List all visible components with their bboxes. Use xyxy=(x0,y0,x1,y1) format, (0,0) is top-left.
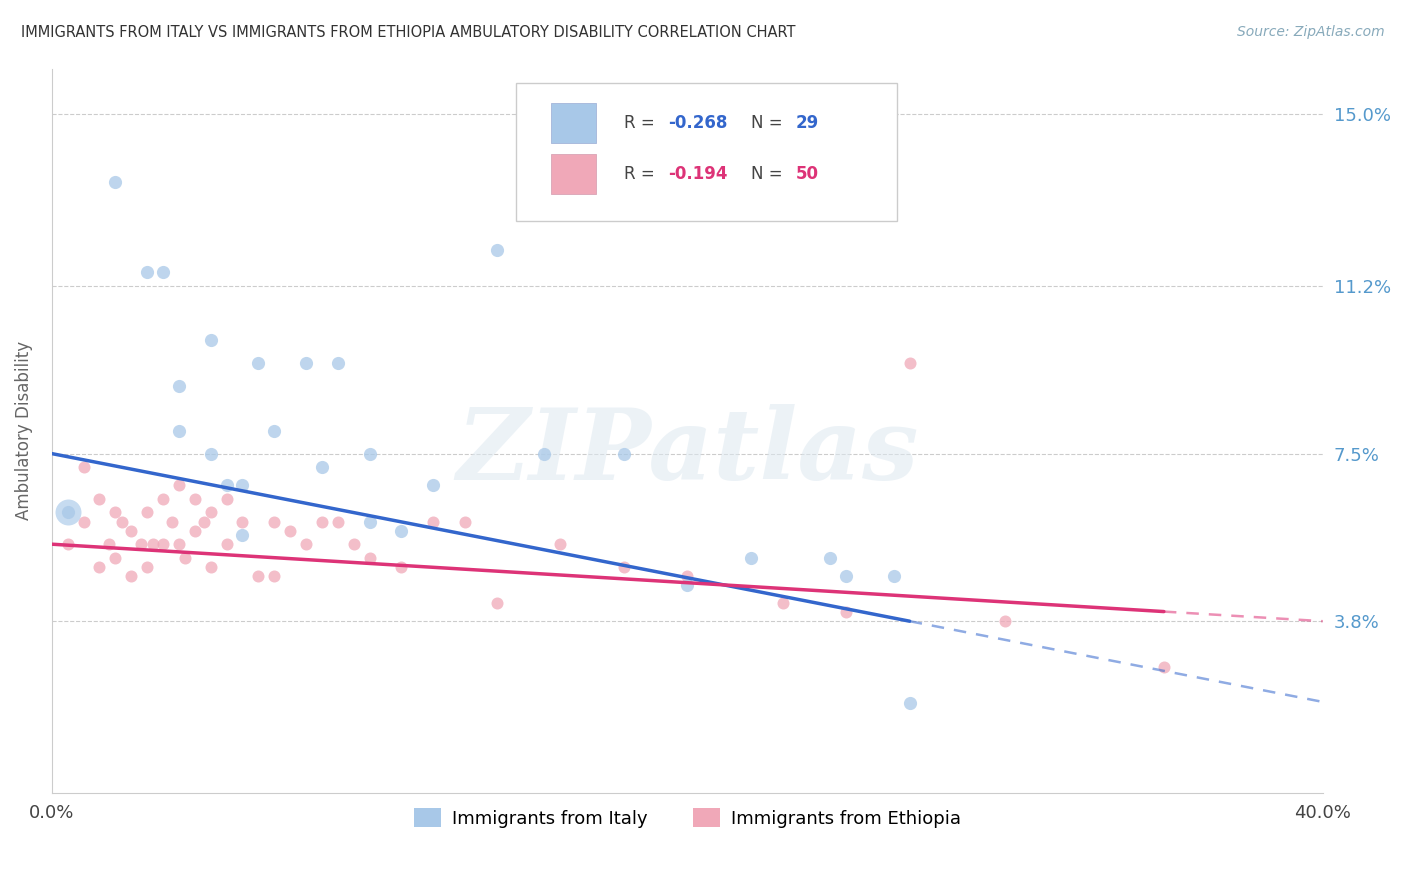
Point xyxy=(278,524,301,538)
Text: 50: 50 xyxy=(796,165,818,183)
Point xyxy=(231,478,253,492)
Point xyxy=(200,334,222,348)
Bar xyxy=(551,153,596,194)
FancyBboxPatch shape xyxy=(516,83,897,220)
Point xyxy=(167,478,190,492)
Point xyxy=(152,537,174,551)
Text: -0.268: -0.268 xyxy=(668,114,727,132)
Point xyxy=(485,243,508,257)
Point xyxy=(359,447,381,461)
Text: N =: N = xyxy=(751,114,787,132)
Point xyxy=(200,506,222,520)
Point xyxy=(136,265,159,279)
Text: -0.194: -0.194 xyxy=(668,165,728,183)
Point xyxy=(613,559,636,574)
Text: IMMIGRANTS FROM ITALY VS IMMIGRANTS FROM ETHIOPIA AMBULATORY DISABILITY CORRELAT: IMMIGRANTS FROM ITALY VS IMMIGRANTS FROM… xyxy=(21,25,796,40)
Point xyxy=(111,515,134,529)
Point xyxy=(56,506,79,520)
Point xyxy=(104,175,127,189)
Point xyxy=(104,550,127,565)
Point xyxy=(295,356,318,370)
Point xyxy=(184,524,207,538)
Point xyxy=(152,265,174,279)
Point xyxy=(167,378,190,392)
Point xyxy=(184,491,207,506)
Point xyxy=(104,506,127,520)
Point xyxy=(1153,659,1175,673)
Point xyxy=(613,447,636,461)
Point xyxy=(136,559,159,574)
Point xyxy=(898,696,921,710)
Point xyxy=(835,605,858,619)
Point xyxy=(389,524,412,538)
Point xyxy=(263,424,285,438)
Bar xyxy=(551,103,596,143)
Point xyxy=(359,550,381,565)
Point xyxy=(898,356,921,370)
Text: R =: R = xyxy=(624,165,659,183)
Point xyxy=(343,537,366,551)
Text: R =: R = xyxy=(624,114,659,132)
Point xyxy=(295,537,318,551)
Point xyxy=(389,559,412,574)
Point xyxy=(215,537,238,551)
Point xyxy=(167,537,190,551)
Point xyxy=(359,515,381,529)
Point xyxy=(72,515,94,529)
Text: 29: 29 xyxy=(796,114,818,132)
Point xyxy=(485,596,508,610)
Point xyxy=(422,515,444,529)
Point xyxy=(72,460,94,475)
Point xyxy=(120,524,142,538)
Point xyxy=(247,356,270,370)
Point xyxy=(193,515,215,529)
Text: Source: ZipAtlas.com: Source: ZipAtlas.com xyxy=(1237,25,1385,39)
Point xyxy=(136,506,159,520)
Point xyxy=(311,515,333,529)
Point xyxy=(740,550,762,565)
Point xyxy=(263,569,285,583)
Point xyxy=(200,447,222,461)
Point xyxy=(231,515,253,529)
Point xyxy=(454,515,477,529)
Point xyxy=(215,478,238,492)
Point xyxy=(533,447,555,461)
Point xyxy=(326,515,349,529)
Point xyxy=(883,569,905,583)
Text: N =: N = xyxy=(751,165,787,183)
Point xyxy=(89,491,111,506)
Point xyxy=(142,537,165,551)
Point xyxy=(772,596,794,610)
Point xyxy=(174,550,197,565)
Point xyxy=(820,550,842,565)
Point xyxy=(835,569,858,583)
Point xyxy=(200,559,222,574)
Point xyxy=(97,537,120,551)
Point xyxy=(231,528,253,542)
Point xyxy=(326,356,349,370)
Point xyxy=(422,478,444,492)
Point xyxy=(247,569,270,583)
Point xyxy=(120,569,142,583)
Point xyxy=(215,491,238,506)
Point xyxy=(129,537,152,551)
Point xyxy=(89,559,111,574)
Point xyxy=(548,537,571,551)
Legend: Immigrants from Italy, Immigrants from Ethiopia: Immigrants from Italy, Immigrants from E… xyxy=(406,801,967,835)
Point xyxy=(311,460,333,475)
Point xyxy=(162,515,184,529)
Y-axis label: Ambulatory Disability: Ambulatory Disability xyxy=(15,342,32,521)
Point xyxy=(994,614,1017,628)
Point xyxy=(676,569,699,583)
Point xyxy=(56,537,79,551)
Point xyxy=(676,578,699,592)
Point xyxy=(152,491,174,506)
Point xyxy=(56,506,79,520)
Text: ZIPatlas: ZIPatlas xyxy=(456,404,918,501)
Point xyxy=(167,424,190,438)
Point xyxy=(263,515,285,529)
